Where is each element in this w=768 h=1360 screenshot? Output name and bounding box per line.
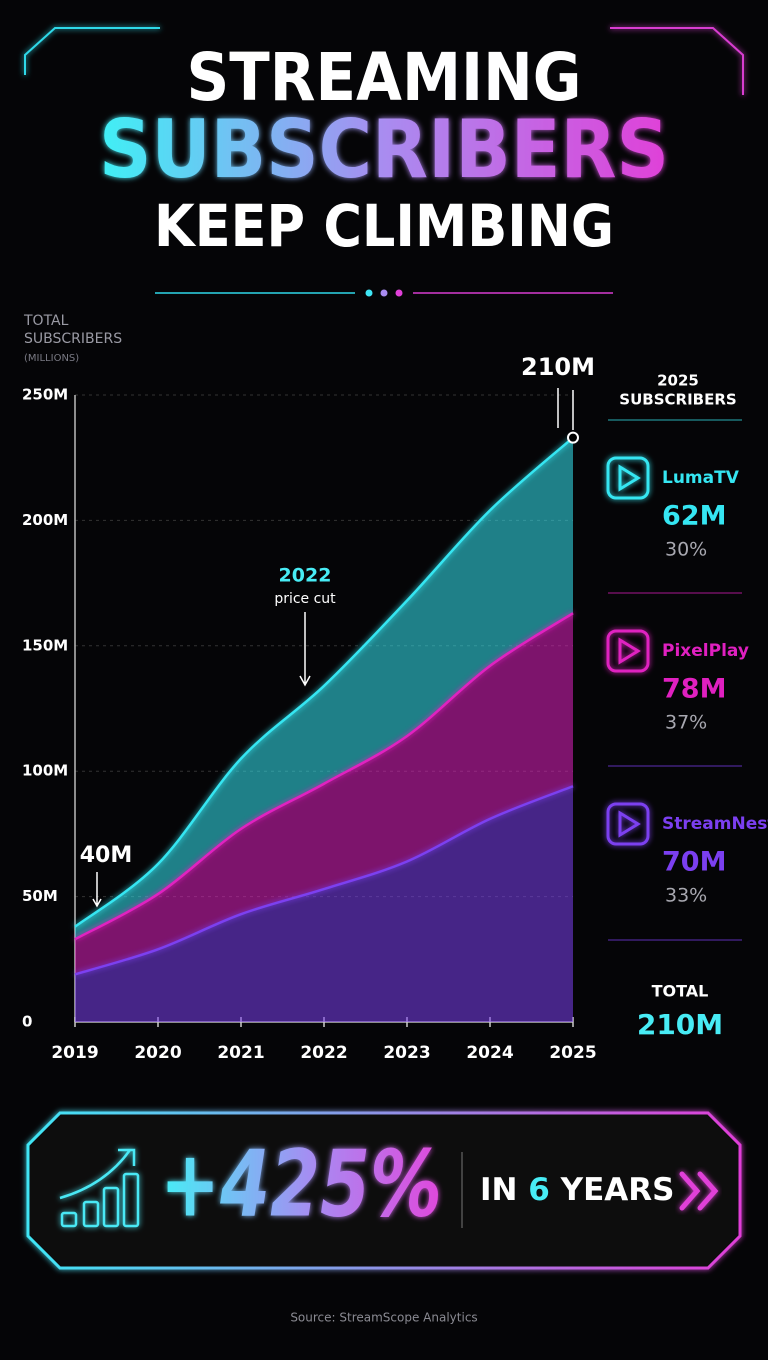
legend-name: LumaTV	[662, 468, 740, 488]
legend-value: 78M	[662, 674, 726, 705]
legend-share: 37%	[665, 712, 707, 734]
area-line	[74, 612, 574, 941]
annotation-arrow	[299, 612, 311, 687]
annotation: 210M	[521, 353, 595, 381]
y-tick-label: 150M	[22, 636, 68, 654]
y-tick-label: 200M	[22, 511, 68, 529]
banner-frame	[26, 1111, 742, 1270]
source: Source: StreamScope Analytics	[290, 1311, 477, 1325]
title-line: STREAMING	[187, 39, 582, 116]
axis-unit: (MILLIONS)	[24, 353, 79, 364]
legend-share: 30%	[665, 539, 707, 561]
x-tick-label: 2019	[51, 1043, 98, 1063]
x-tick-label: 2024	[466, 1043, 513, 1063]
legend-icon	[606, 802, 650, 846]
legend-icon	[606, 456, 650, 500]
corner-deco	[24, 27, 160, 75]
icon-play	[618, 464, 641, 492]
annotation-arrow	[557, 388, 574, 430]
total-label: TOTAL	[652, 982, 709, 1001]
divider-dot	[380, 289, 388, 297]
legend-name: StreamNest	[662, 814, 768, 834]
area	[75, 786, 573, 1022]
title-line: KEEP CLIMBING	[154, 192, 614, 260]
x-tick-label: 2023	[383, 1043, 430, 1063]
legend-share: 33%	[665, 885, 707, 907]
area	[75, 613, 573, 975]
legend-title: SUBSCRIBERS	[619, 391, 736, 409]
axis-label: SUBSCRIBERS	[24, 331, 122, 347]
annotation-arrow	[92, 872, 102, 908]
growth-icon	[59, 1148, 140, 1228]
annotation: 40M	[80, 843, 133, 868]
legend-title: 2025	[657, 372, 699, 390]
end-dot	[567, 431, 579, 444]
axis-label: TOTAL	[23, 313, 69, 329]
x-tick-label: 2021	[217, 1043, 264, 1063]
banner-change: +425%	[160, 1130, 442, 1237]
corner-deco	[610, 27, 744, 95]
banner-text: IN 6 YEARS	[480, 1172, 674, 1208]
x-tick-label: 2022	[300, 1043, 347, 1063]
y-tick-label: 100M	[22, 762, 68, 780]
area-line	[74, 436, 574, 928]
y-tick-label: 50M	[22, 887, 58, 905]
banner-prefix: IN	[480, 1172, 517, 1208]
x-tick-label: 2025	[549, 1043, 596, 1063]
icon-frame	[606, 802, 650, 846]
banner-suffix: YEARS	[560, 1172, 675, 1208]
title-line: SUBSCRIBERS	[99, 103, 669, 196]
chevrons	[679, 1171, 719, 1211]
divider-dot	[365, 289, 373, 297]
annotation: 2022	[279, 565, 332, 587]
area-line	[74, 785, 574, 976]
legend-icon	[606, 629, 650, 673]
legend-name: PixelPlay	[662, 641, 749, 661]
legend-value: 70M	[662, 847, 726, 878]
total-value: 210M	[637, 1008, 723, 1041]
icon-play	[618, 810, 641, 838]
y-tick-label: 250M	[22, 386, 68, 404]
divider-dot	[395, 289, 403, 297]
plot: 0 50M 100M 150M 200M 250M 2019 2020 2021 2022 2023…	[22, 386, 597, 1064]
legend: LumaTV 62M 30% PixelPlay 78M 37% StreamNest 70M…	[606, 419, 768, 941]
banner-years: 6	[528, 1172, 550, 1208]
legend-value: 62M	[662, 501, 726, 532]
annotation: price cut	[274, 591, 336, 607]
icon-frame	[606, 629, 650, 673]
x-tick-label: 2020	[134, 1043, 181, 1063]
icon-play	[618, 637, 641, 665]
y-tick-label: 0	[22, 1013, 32, 1031]
icon-frame	[606, 456, 650, 500]
